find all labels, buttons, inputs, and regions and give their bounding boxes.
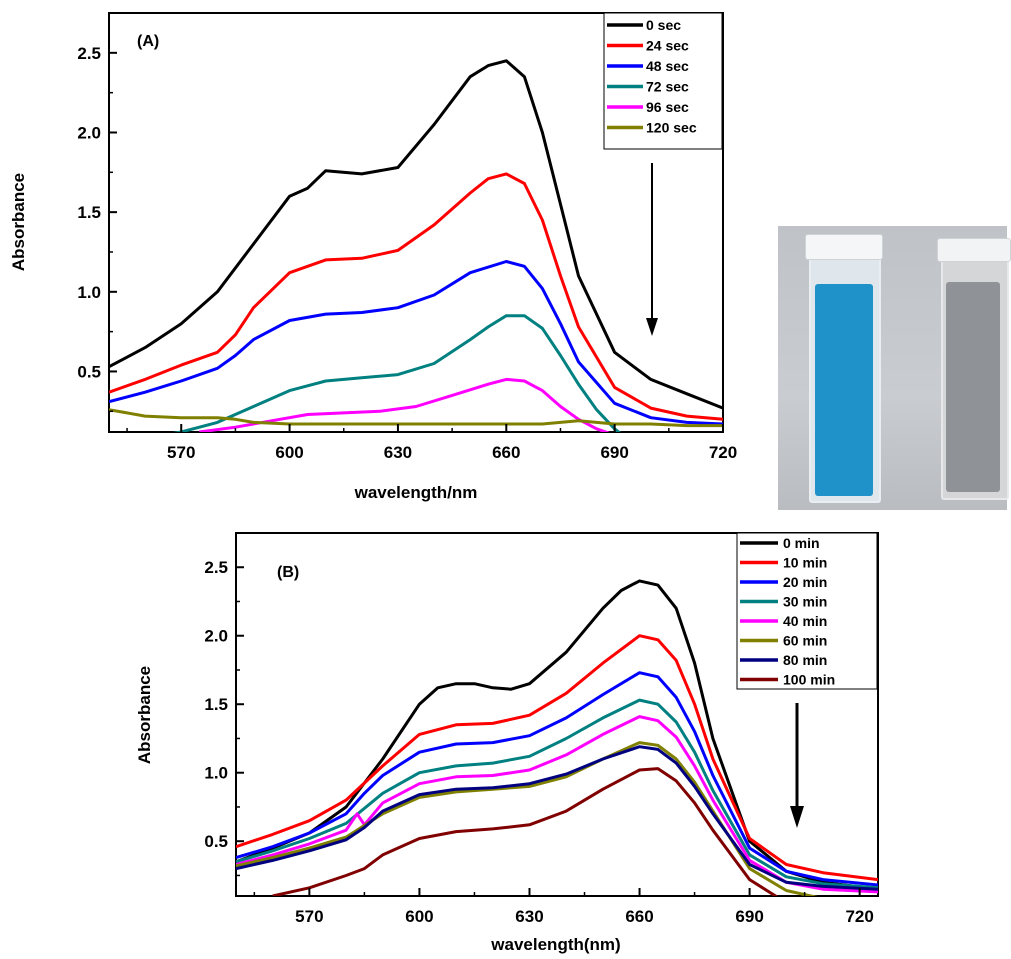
panel-a-series-line-1 (109, 172, 723, 421)
panel-b-series-line-2 (236, 671, 878, 887)
cuvette-cap-right (937, 238, 1011, 262)
panel-a-x-tick-label: 720 (709, 443, 737, 462)
panel-b-legend-label: 30 min (783, 594, 827, 610)
panel-b-series-line-4 (236, 715, 878, 894)
panel-b-plot-frame (235, 532, 879, 897)
panel-a-y-tick-label: 1.0 (77, 283, 101, 302)
panel-a-x-tick-label: 660 (492, 443, 520, 462)
panel-b-x-axis-title: wavelength(nm) (490, 935, 620, 954)
panel-b-axes: 570 600 630 660 690 720 0.5 1.0 1.5 2.0 2.5 (204, 532, 874, 926)
panel-a-legend-label: 120 sec (646, 120, 697, 136)
panel-a-series (109, 59, 723, 432)
panel-b-y-tick-label: 0.5 (204, 832, 228, 851)
panel-a-legend-label: 48 sec (646, 58, 689, 74)
panel-a-y-axis-title: Absorbance (9, 173, 28, 271)
decolorized-solution (946, 282, 1000, 492)
panel-b-y-tick-label: 1.0 (204, 764, 228, 783)
panel-a-series-line-4 (199, 377, 611, 432)
panel-b-legend-label: 40 min (783, 613, 827, 629)
panel-b-legend-label: 80 min (783, 652, 827, 668)
panel-b-series-line-3 (236, 698, 878, 890)
panel-b-legend-label: 0 min (783, 535, 820, 551)
panel-a-y-tick-label: 1.5 (77, 203, 101, 222)
panel-a-legend: 0 sec 24 sec 48 sec 72 sec 96 sec 120 sec (603, 12, 723, 150)
panel-a-y-tick-label: 2.5 (77, 44, 101, 63)
panel-b-label: (B) (277, 564, 299, 581)
panel-b-x-tick-label: 570 (295, 907, 323, 926)
panel-a-series-line-5 (109, 408, 723, 428)
panel-a-x-axis-title: wavelength/nm (354, 483, 478, 502)
panel-b-x-tick-label: 600 (405, 907, 433, 926)
panel-a-x-tick-label: 630 (384, 443, 412, 462)
panel-b-series-line-7 (272, 767, 779, 896)
panel-b-arrow (790, 703, 804, 828)
panel-a-x-tick-label: 690 (600, 443, 628, 462)
panel-b-x-tick-label: 630 (515, 907, 543, 926)
panel-a-series-line-2 (109, 260, 723, 426)
panel-b-y-tick-label: 2.5 (204, 558, 228, 577)
blue-dye-solution (815, 284, 873, 496)
cuvette-photo (778, 226, 1011, 510)
panel-a-axes: 570 600 630 660 690 720 0.5 1.0 1.5 2.0 2.5 (77, 12, 737, 462)
panel-a-label: (A) (137, 33, 159, 50)
panel-a-chart: 570 600 630 660 690 720 0.5 1.0 1.5 2.0 2.5 (A) wa… (9, 12, 737, 502)
panel-a-series-line-3 (172, 314, 622, 432)
panel-b-y-axis-title: Absorbance (135, 666, 154, 764)
panel-b-legend-label: 20 min (783, 574, 827, 590)
panel-b-chart: 570 600 630 660 690 720 0.5 1.0 1.5 2.0 2.5 (B) wa… (135, 532, 879, 954)
cuvette-cap-left (805, 234, 883, 260)
panel-b-legend-label: 100 min (783, 672, 835, 688)
panel-a-y-tick-label: 0.5 (77, 362, 101, 381)
panel-a-series-line-0 (109, 59, 723, 410)
panel-b-series-line-0 (236, 579, 878, 891)
panel-a-legend-label: 96 sec (646, 99, 689, 115)
panel-b-x-tick-label: 660 (625, 907, 653, 926)
panel-b-legend-box (736, 532, 878, 690)
panel-b-legend: 0 min 10 min 20 min 30 min 40 min 60 min 80 mi… (736, 532, 878, 690)
panel-b-series (236, 579, 878, 896)
panel-b-legend-label: 60 min (783, 633, 827, 649)
panel-a-legend-label: 24 sec (646, 38, 689, 54)
panel-b-y-tick-label: 2.0 (204, 627, 228, 646)
panel-a-legend-label: 0 sec (646, 17, 681, 33)
panel-a-legend-label: 72 sec (646, 79, 689, 95)
panel-b-legend-label: 10 min (783, 555, 827, 571)
panel-a-plot-frame (108, 12, 724, 433)
panel-a-x-tick-label: 600 (275, 443, 303, 462)
panel-a-y-tick-label: 2.0 (77, 123, 101, 142)
panel-a-x-tick-label: 570 (167, 443, 195, 462)
panel-a-arrow (646, 163, 658, 336)
panel-b-series-line-6 (236, 745, 878, 891)
panel-b-series-line-1 (236, 634, 878, 882)
panel-b-x-tick-label: 720 (845, 907, 873, 926)
panel-b-x-tick-label: 690 (735, 907, 763, 926)
panel-b-y-tick-label: 1.5 (204, 695, 228, 714)
